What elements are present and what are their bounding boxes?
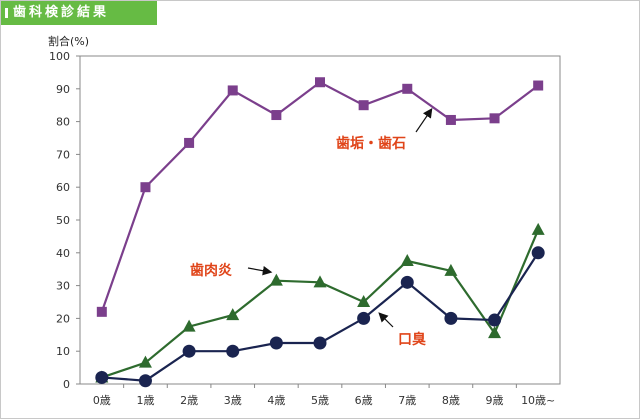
x-tick-label: 5歳 bbox=[311, 394, 329, 407]
data-point bbox=[184, 137, 195, 148]
section-title: 歯科検診結果 bbox=[1, 1, 157, 25]
x-tick-label: 3歳 bbox=[224, 394, 242, 407]
y-tick-label: 20 bbox=[56, 312, 70, 325]
y-tick-label: 80 bbox=[56, 116, 70, 129]
y-tick-label: 30 bbox=[56, 280, 70, 293]
data-point bbox=[531, 222, 545, 235]
annotation-label: 歯肉炎 bbox=[190, 262, 232, 279]
x-tick-label: 9歳 bbox=[486, 394, 504, 407]
annotation-label: 歯垢・歯石 bbox=[336, 135, 406, 152]
y-tick-label: 100 bbox=[49, 50, 70, 63]
annotation-label: 口臭 bbox=[398, 331, 427, 348]
data-point bbox=[445, 114, 456, 125]
data-point bbox=[400, 275, 414, 289]
data-point bbox=[357, 295, 371, 307]
data-point bbox=[96, 306, 107, 317]
x-tick-label: 8歳 bbox=[442, 394, 460, 407]
annotation-arrow bbox=[247, 265, 273, 276]
data-point bbox=[95, 370, 109, 384]
data-point bbox=[444, 311, 458, 325]
series-line-2 bbox=[101, 252, 540, 382]
data-point bbox=[271, 110, 282, 121]
data-point bbox=[313, 336, 327, 350]
x-tick-label: 1歳 bbox=[136, 394, 154, 407]
data-point bbox=[138, 374, 152, 388]
series-line-1 bbox=[101, 229, 540, 379]
x-tick-label: 7歳 bbox=[398, 394, 416, 407]
data-point bbox=[140, 182, 151, 193]
data-point bbox=[357, 311, 371, 325]
x-tick-label: 4歳 bbox=[267, 394, 285, 407]
data-point bbox=[226, 308, 240, 321]
data-point bbox=[489, 113, 500, 124]
data-point bbox=[269, 336, 283, 350]
data-point bbox=[313, 275, 327, 288]
data-point bbox=[269, 273, 283, 286]
x-tick-label: 2歳 bbox=[180, 394, 198, 407]
y-tick-label: 50 bbox=[56, 214, 70, 227]
data-point bbox=[402, 83, 413, 94]
x-tick-label: 0歳 bbox=[93, 394, 111, 407]
data-point bbox=[444, 263, 458, 276]
data-point bbox=[227, 85, 238, 96]
annotation-arrow bbox=[415, 108, 433, 133]
data-point bbox=[182, 319, 196, 332]
data-point bbox=[182, 344, 196, 358]
data-point bbox=[138, 355, 152, 368]
y-axis-label: 割合(%) bbox=[48, 34, 89, 48]
y-tick-label: 40 bbox=[56, 247, 70, 260]
data-point bbox=[533, 80, 544, 91]
data-point bbox=[531, 246, 545, 260]
plot-area bbox=[79, 55, 561, 385]
data-point bbox=[226, 344, 240, 358]
y-tick-label: 60 bbox=[56, 181, 70, 194]
x-tick-label: 10歳~ bbox=[521, 394, 555, 407]
annotation-arrow bbox=[378, 312, 394, 328]
x-tick-label: 6歳 bbox=[355, 394, 373, 407]
data-point bbox=[488, 326, 502, 339]
y-tick-label: 10 bbox=[56, 345, 70, 358]
data-point bbox=[358, 100, 369, 111]
data-point bbox=[400, 254, 414, 266]
data-point bbox=[315, 77, 325, 88]
y-tick-label: 70 bbox=[56, 148, 70, 161]
y-tick-label: 90 bbox=[56, 83, 70, 96]
data-point bbox=[488, 313, 502, 327]
y-tick-label: 0 bbox=[63, 378, 70, 391]
